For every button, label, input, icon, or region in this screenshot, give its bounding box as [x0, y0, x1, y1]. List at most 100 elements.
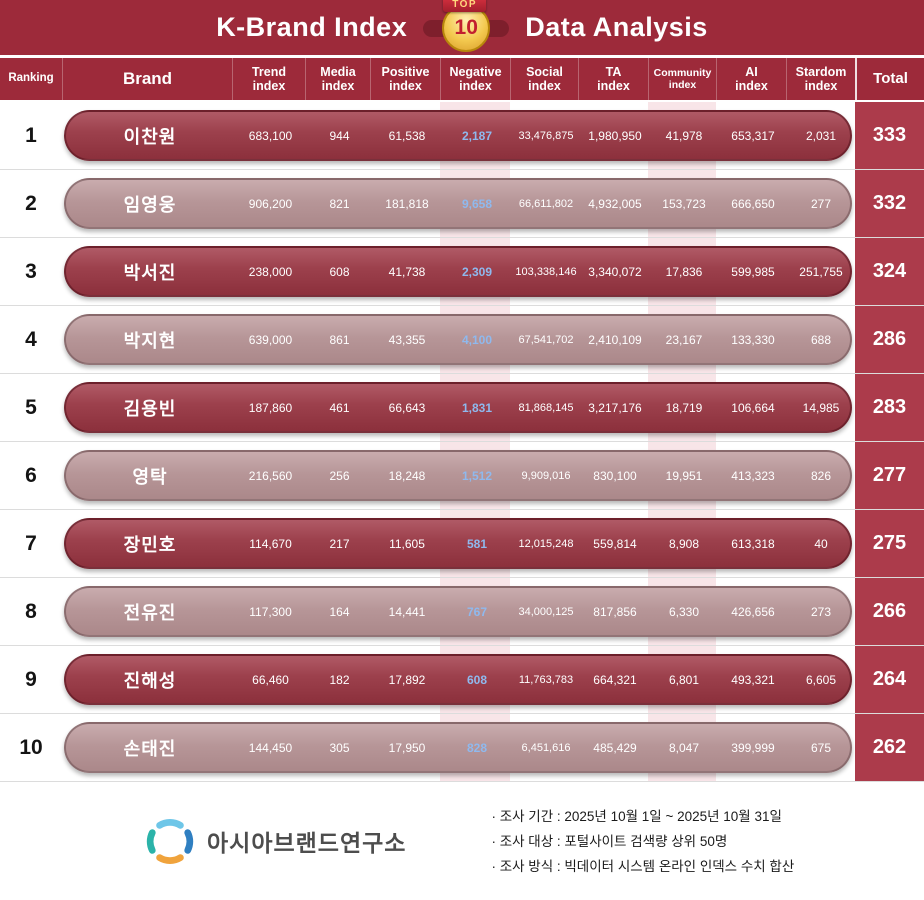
- ai-index-value: 599,985: [731, 264, 775, 279]
- table-body: 1 이찬원 683,100 944 61,538 2,187 33,476,87…: [0, 102, 924, 782]
- column-header-ai: AI index: [716, 58, 786, 100]
- column-header-community: Community index: [648, 58, 716, 100]
- community-index-value: 41,978: [665, 128, 703, 143]
- row-pill: 김용빈 187,860 461 66,643 1,831 81,868,145 …: [64, 382, 852, 433]
- social-index-value: 12,015,248: [518, 537, 574, 550]
- rank-number: 1: [25, 123, 37, 147]
- positive-index-value: 17,892: [388, 672, 426, 687]
- social-index-value: 103,338,146: [515, 265, 577, 278]
- note-survey-period: · 조사 기간 : 2025년 10월 1일 ~ 2025년 10월 31일: [491, 808, 782, 824]
- negative-index-value: 4,100: [461, 332, 493, 347]
- ta-index-value: 3,340,072: [588, 264, 642, 279]
- negative-index-value: 1,512: [461, 468, 493, 483]
- rank-number: 9: [25, 667, 37, 691]
- column-header-social: Social index: [510, 58, 578, 100]
- row-pill: 손태진 144,450 305 17,950 828 6,451,616 485…: [64, 722, 852, 773]
- media-index-value: 821: [329, 196, 350, 211]
- trend-index-value: 216,560: [248, 468, 293, 483]
- ai-index-value: 613,318: [731, 536, 775, 551]
- badge-ribbon: TOP: [443, 0, 487, 12]
- total-value: 277: [872, 464, 907, 486]
- negative-index-value: 581: [466, 536, 488, 551]
- banner-title-left: K-Brand Index: [216, 12, 408, 42]
- brand-name: 이찬원: [123, 126, 177, 147]
- stardom-index-value: 40: [814, 536, 828, 551]
- brand-name: 장민호: [123, 534, 177, 555]
- negative-index-value: 608: [466, 672, 488, 687]
- trend-index-value: 66,460: [252, 672, 289, 687]
- column-header-ta: TA index: [578, 58, 648, 100]
- column-header-trend: Trend index: [232, 58, 305, 100]
- trend-index-value: 906,200: [248, 196, 293, 211]
- survey-notes: · 조사 기간 : 2025년 10월 1일 ~ 2025년 10월 31일 ·…: [491, 804, 794, 879]
- media-index-value: 608: [329, 264, 350, 279]
- row-pill: 영탁 216,560 256 18,248 1,512 9,909,016 83…: [64, 450, 852, 501]
- brand-name: 진해성: [123, 670, 177, 691]
- row-pill: 전유진 117,300 164 14,441 767 34,000,125 81…: [64, 586, 852, 637]
- org-name: 아시아브랜드연구소: [207, 830, 407, 856]
- media-index-value: 305: [329, 740, 350, 755]
- stardom-index-value: 675: [810, 740, 832, 755]
- community-index-value: 8,908: [668, 536, 700, 551]
- table-row: 1 이찬원 683,100 944 61,538 2,187 33,476,87…: [0, 102, 924, 170]
- brand-name: 손태진: [123, 738, 177, 759]
- rank-number: 5: [25, 395, 37, 419]
- footer: 아시아브랜드연구소 · 조사 기간 : 2025년 10월 1일 ~ 2025년…: [0, 782, 924, 900]
- brand-name: 박서진: [123, 262, 177, 283]
- stardom-index-value: 826: [810, 468, 832, 483]
- social-index-value: 33,476,875: [518, 129, 574, 142]
- media-index-value: 256: [329, 468, 350, 483]
- media-index-value: 182: [329, 672, 350, 687]
- table-row: 9 진해성 66,460 182 17,892 608 11,763,783 6…: [0, 646, 924, 714]
- table-row: 3 박서진 238,000 608 41,738 2,309 103,338,1…: [0, 238, 924, 306]
- positive-index-value: 43,355: [388, 332, 426, 347]
- media-index-value: 164: [329, 604, 350, 619]
- community-index-value: 23,167: [665, 332, 703, 347]
- ai-index-value: 426,656: [731, 604, 775, 619]
- stardom-index-value: 688: [810, 332, 832, 347]
- ta-index-value: 817,856: [593, 604, 637, 619]
- brand-name: 김용빈: [123, 398, 177, 419]
- negative-index-value: 2,309: [461, 264, 493, 279]
- ai-index-value: 413,323: [731, 468, 775, 483]
- table-header: Ranking Brand Trend index Media index Po…: [0, 58, 924, 102]
- stardom-index-value: 14,985: [802, 400, 840, 415]
- social-index-value: 34,000,125: [518, 605, 574, 618]
- trend-index-value: 187,860: [248, 400, 293, 415]
- column-header-stardom: Stardom index: [786, 58, 855, 100]
- positive-index-value: 41,738: [388, 264, 426, 279]
- positive-index-value: 18,248: [388, 468, 426, 483]
- table-row: 10 손태진 144,450 305 17,950 828 6,451,616 …: [0, 714, 924, 782]
- rank-number: 8: [25, 599, 37, 623]
- ai-index-value: 399,999: [731, 740, 775, 755]
- total-value: 332: [872, 192, 907, 214]
- negative-index-value: 2,187: [461, 128, 493, 143]
- trend-index-value: 114,670: [249, 536, 292, 551]
- stardom-index-value: 277: [810, 196, 832, 211]
- title-banner: K-Brand Index 10 TOP Data Analysis: [0, 0, 924, 55]
- row-pill: 장민호 114,670 217 11,605 581 12,015,248 55…: [64, 518, 852, 569]
- community-index-value: 153,723: [662, 196, 706, 211]
- media-index-value: 217: [329, 536, 350, 551]
- ta-index-value: 4,932,005: [588, 196, 642, 211]
- rank-number: 7: [25, 531, 37, 555]
- positive-index-value: 66,643: [388, 400, 426, 415]
- ta-index-value: 830,100: [593, 468, 637, 483]
- column-header-media: Media index: [305, 58, 370, 100]
- ai-index-value: 106,664: [731, 400, 775, 415]
- org-logo: 아시아브랜드연구소: [145, 816, 406, 866]
- note-survey-target: · 조사 대상 : 포털사이트 검색량 상위 50명: [491, 833, 728, 849]
- community-index-value: 18,719: [665, 400, 703, 415]
- total-column-band: [855, 102, 924, 782]
- table-row: 5 김용빈 187,860 461 66,643 1,831 81,868,14…: [0, 374, 924, 442]
- row-pill: 이찬원 683,100 944 61,538 2,187 33,476,875 …: [64, 110, 852, 161]
- community-index-value: 19,951: [665, 468, 703, 483]
- row-pill: 박지현 639,000 861 43,355 4,100 67,541,702 …: [64, 314, 852, 365]
- social-index-value: 67,541,702: [518, 333, 574, 346]
- media-index-value: 461: [329, 400, 350, 415]
- rank-number: 10: [19, 735, 43, 759]
- total-value: 324: [872, 260, 907, 282]
- row-pill: 임영웅 906,200 821 181,818 9,658 66,611,802…: [64, 178, 852, 229]
- table-row: 2 임영웅 906,200 821 181,818 9,658 66,611,8…: [0, 170, 924, 238]
- ai-index-value: 666,650: [731, 196, 775, 211]
